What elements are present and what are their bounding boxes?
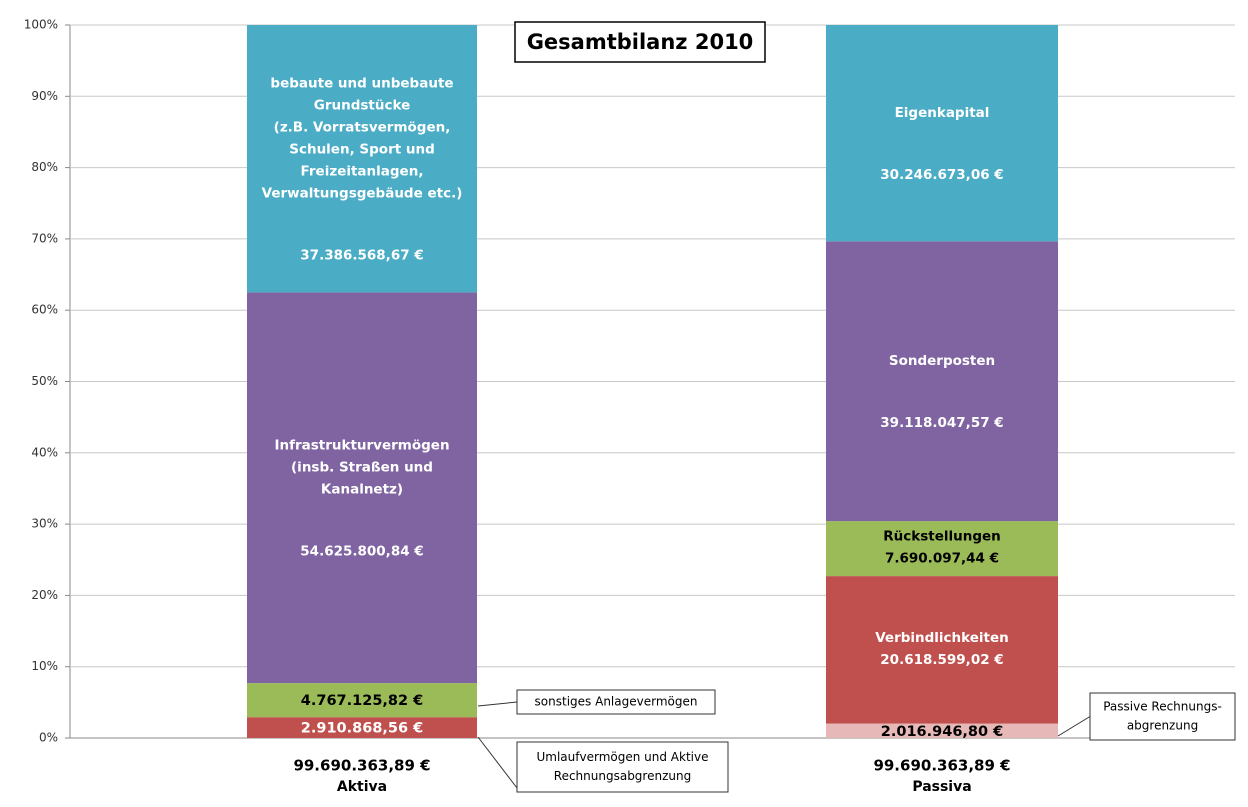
bar-total-label: 99.690.363,89 € <box>293 757 430 775</box>
segment-value-label: 4.767.125,82 € <box>301 693 423 709</box>
y-tick-label: 60% <box>31 303 58 317</box>
segment-name: Freizeitanlagen, <box>301 164 424 180</box>
callout-line <box>477 701 518 707</box>
chart-title: Gesamtbilanz 2010 <box>527 30 754 54</box>
bar-segment <box>247 25 477 293</box>
segment-name: bebaute und unbebaute <box>270 76 453 92</box>
segment-value-label: 7.690.097,44 € <box>885 551 999 567</box>
segment-value-label: 39.118.047,57 € <box>880 415 1003 431</box>
callout-label: abgrenzung <box>1127 719 1198 733</box>
y-tick-label: 20% <box>31 588 58 602</box>
callout-box <box>1089 692 1236 741</box>
y-tick-label: 90% <box>31 89 58 103</box>
y-tick-label: 0% <box>39 731 58 745</box>
segment-name: Verwaltungsgebäude etc.) <box>262 186 463 202</box>
y-tick-label: 10% <box>31 659 58 673</box>
title-box <box>514 21 766 63</box>
segment-name: Eigenkapital <box>895 105 990 121</box>
callout-label: Umlaufvermögen und Aktive <box>537 750 709 764</box>
segment-name: (z.B. Vorratsvermögen, <box>274 120 451 136</box>
segment-value-label: 30.246.673,06 € <box>880 167 1003 183</box>
x-tick-label: Aktiva <box>337 779 387 795</box>
segment-value-label: 2.910.868,56 € <box>301 721 423 737</box>
bar-segment <box>826 241 1058 522</box>
y-tick-label: 40% <box>31 445 58 459</box>
callout-line <box>477 736 518 789</box>
bar-segment <box>247 292 477 684</box>
bar-segment <box>826 521 1058 577</box>
segment-value-label: 37.386.568,67 € <box>300 248 423 264</box>
segment-name: Sonderposten <box>889 353 995 369</box>
segment-name: Infrastrukturvermögen <box>274 438 449 454</box>
callout-box <box>516 741 729 793</box>
segment-name: (insb. Straßen und <box>291 460 433 476</box>
bar-segment <box>826 576 1058 724</box>
callout-label: Passive Rechnungs- <box>1103 700 1222 714</box>
segment-name: Kanalnetz) <box>321 482 403 498</box>
segment-name: Grundstücke <box>314 98 411 114</box>
segment-value-label: 2.016.946,80 € <box>881 724 1003 740</box>
x-tick-label: Passiva <box>912 779 971 795</box>
segment-name: Schulen, Sport und <box>289 142 435 158</box>
segment-name: Verbindlichkeiten <box>875 630 1009 646</box>
bar-segment <box>826 723 1058 738</box>
callout-label: Rechnungsabgrenzung <box>554 769 691 783</box>
bar-segment <box>826 25 1058 242</box>
y-tick-label: 70% <box>31 231 58 245</box>
segment-name: Rückstellungen <box>883 529 1001 545</box>
y-tick-label: 30% <box>31 517 58 531</box>
bar-segment <box>247 717 477 738</box>
segment-value-label: 54.625.800,84 € <box>300 544 423 560</box>
y-tick-label: 50% <box>31 374 58 388</box>
callout-box <box>516 689 716 715</box>
callout-line <box>1057 716 1091 737</box>
callout-label: sonstiges Anlagevermögen <box>535 695 698 709</box>
bar-segment <box>247 683 477 718</box>
bars: 2.910.868,56 € Umlaufvermögen und Aktive R… <box>247 25 1236 795</box>
segment-value-label: 20.618.599,02 € <box>880 652 1003 668</box>
bar-total-label: 99.690.363,89 € <box>873 757 1010 775</box>
y-tick-label: 100% <box>24 18 58 32</box>
y-tick-label: 80% <box>31 160 58 174</box>
